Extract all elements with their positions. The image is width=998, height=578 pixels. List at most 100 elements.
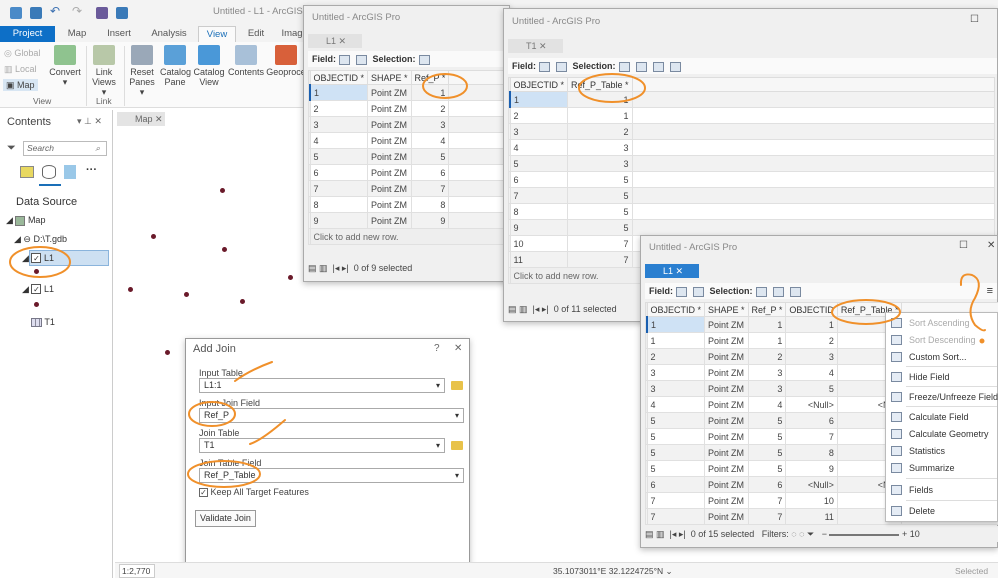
- menu-item[interactable]: Calculate Field: [886, 409, 998, 425]
- table-row[interactable]: 3 Point ZM 3: [308, 116, 507, 133]
- menu-item[interactable]: Hide Field: [886, 369, 998, 385]
- add-field-icon[interactable]: [339, 54, 350, 65]
- table-cell[interactable]: 7: [410, 180, 450, 197]
- menu-icon[interactable]: ≡: [986, 285, 993, 297]
- maximize-button[interactable]: ☐: [959, 240, 968, 251]
- table-cell[interactable]: 3: [785, 348, 838, 365]
- column-header[interactable]: SHAPE *: [367, 70, 412, 85]
- local-button[interactable]: ▥ Local: [4, 64, 37, 74]
- table-cell[interactable]: 4: [509, 139, 569, 156]
- map-point[interactable]: [184, 292, 189, 297]
- switch-icon[interactable]: [652, 61, 664, 72]
- tree-item-gdb[interactable]: ◢ ⊖ D:\T.gdb: [14, 234, 67, 244]
- table-cell[interactable]: 1: [509, 91, 569, 108]
- contents-button[interactable]: Contents: [228, 45, 264, 77]
- table-cell[interactable]: Point ZM: [367, 180, 412, 197]
- table-cell[interactable]: 3: [309, 116, 369, 133]
- menu-item[interactable]: Delete: [886, 503, 998, 519]
- table-cell[interactable]: Point ZM: [367, 212, 412, 229]
- calculate-icon[interactable]: [356, 54, 367, 65]
- list-by-data-source-icon[interactable]: [42, 165, 56, 179]
- table-cell[interactable]: Point ZM: [704, 364, 749, 381]
- column-header[interactable]: OBJECTID *: [309, 70, 369, 85]
- search-input[interactable]: Search ⌕: [23, 141, 107, 156]
- attribute-grid[interactable]: OBJECTID * SHAPE * Ref_P * 1 Point ZM 1 2 Point…: [308, 70, 507, 245]
- tree-item-layer-l1-selected[interactable]: ◢ ✓ L1: [22, 253, 54, 263]
- table-cell[interactable]: 5: [410, 148, 450, 165]
- select-by-attributes-icon[interactable]: [418, 54, 430, 65]
- table-row[interactable]: 5 Point ZM 5: [308, 148, 507, 165]
- table-cell[interactable]: Point ZM: [704, 492, 749, 509]
- select-by-attributes-icon[interactable]: [618, 61, 630, 72]
- table-cell[interactable]: 11: [785, 508, 838, 525]
- map-button[interactable]: ▣ Map: [3, 79, 38, 91]
- table-cell[interactable]: 7: [567, 235, 633, 252]
- table-row[interactable]: 6 Point ZM 6: [308, 164, 507, 181]
- table-cell[interactable]: 9: [509, 219, 569, 236]
- table-cell[interactable]: 7: [646, 492, 706, 509]
- menu-item[interactable]: Freeze/Unfreeze Field: [886, 389, 998, 405]
- table-cell[interactable]: 6: [410, 164, 450, 181]
- keep-all-target-features-checkbox[interactable]: ✓ Keep All Target Features: [199, 487, 309, 497]
- checkbox[interactable]: ✓: [31, 253, 42, 263]
- table-cell[interactable]: Point ZM: [704, 460, 749, 477]
- table-cell[interactable]: Point ZM: [704, 332, 749, 349]
- table-cell[interactable]: 10: [785, 492, 838, 509]
- table-row[interactable]: 8 Point ZM 8: [308, 196, 507, 213]
- zoom-to-icon[interactable]: [635, 61, 647, 72]
- global-button[interactable]: ◎ Global: [4, 48, 41, 58]
- table-cell[interactable]: 4: [646, 396, 706, 413]
- table-cell[interactable]: 5: [567, 187, 633, 204]
- table-cell[interactable]: <Null>: [785, 396, 838, 413]
- map-point[interactable]: [222, 247, 227, 252]
- selected-features[interactable]: Selected: [955, 566, 989, 576]
- table-cell[interactable]: 5: [747, 460, 787, 477]
- table-cell[interactable]: 1: [646, 332, 706, 349]
- table-cell[interactable]: 5: [747, 428, 787, 445]
- more-icon[interactable]: ···: [86, 164, 97, 176]
- calculate-icon[interactable]: [556, 61, 567, 72]
- table-row[interactable]: 9 Point ZM 9: [308, 212, 507, 229]
- table-row[interactable]: 2 Point ZM 2: [308, 100, 507, 117]
- input-table-select[interactable]: L1:1: [199, 378, 445, 393]
- table-cell[interactable]: 3: [747, 380, 787, 397]
- table-cell[interactable]: 4: [785, 364, 838, 381]
- zoom-to-icon[interactable]: [772, 286, 784, 297]
- table-cell[interactable]: 8: [509, 203, 569, 220]
- menu-item[interactable]: Sort Ascending: [886, 315, 998, 331]
- select-by-attributes-icon[interactable]: [755, 286, 767, 297]
- table-cell[interactable]: 10: [509, 235, 569, 252]
- table-cell[interactable]: Point ZM: [704, 412, 749, 429]
- table-cell[interactable]: Point ZM: [367, 164, 412, 181]
- filter-icon[interactable]: ⏷: [7, 142, 16, 154]
- table-cell[interactable]: 2: [567, 123, 633, 140]
- table-cell[interactable]: Point ZM: [367, 84, 412, 101]
- table-cell[interactable]: 6: [509, 171, 569, 188]
- table-cell[interactable]: 7: [785, 428, 838, 445]
- table-cell[interactable]: 7: [747, 492, 787, 509]
- table-cell[interactable]: 5: [646, 444, 706, 461]
- new-project-icon[interactable]: [10, 7, 22, 19]
- table-cell[interactable]: 5: [309, 148, 369, 165]
- convert-button[interactable]: Convert ▾: [48, 45, 82, 87]
- tab-imagery[interactable]: Imag: [281, 28, 303, 39]
- table-cell[interactable]: 8: [309, 196, 369, 213]
- tree-item-table-t1[interactable]: T1: [31, 317, 55, 328]
- table-cell[interactable]: 3: [646, 380, 706, 397]
- table-cell[interactable]: 5: [567, 203, 633, 220]
- table-cell[interactable]: 9: [410, 212, 450, 229]
- table-cell[interactable]: 1: [567, 107, 633, 124]
- tab-l1-joined[interactable]: L1 ✕: [645, 264, 700, 278]
- save-icon[interactable]: [96, 7, 108, 19]
- table-cell[interactable]: Point ZM: [704, 396, 749, 413]
- table-cell[interactable]: Point ZM: [704, 508, 749, 525]
- map-point[interactable]: [288, 275, 293, 280]
- table-cell[interactable]: 7: [309, 180, 369, 197]
- table-cell[interactable]: 8: [785, 444, 838, 461]
- checkbox[interactable]: ✓: [31, 284, 42, 294]
- table-cell[interactable]: 1: [747, 332, 787, 349]
- table-cell[interactable]: 4: [747, 396, 787, 413]
- tab-project[interactable]: Project: [0, 26, 55, 42]
